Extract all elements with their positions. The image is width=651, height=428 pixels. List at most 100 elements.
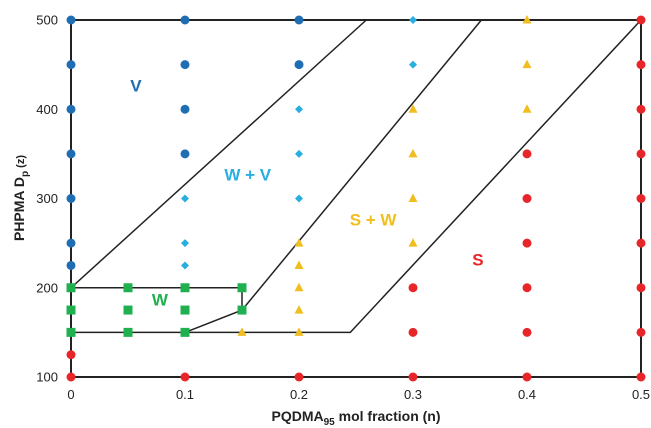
- point-s: [522, 283, 532, 293]
- point-v: [180, 149, 190, 159]
- point-splusw: [237, 327, 247, 336]
- point-w: [123, 327, 133, 337]
- point-wplusv: [295, 149, 303, 158]
- point-s: [522, 372, 532, 382]
- point-v: [180, 15, 190, 25]
- y-tick-label: 300: [36, 191, 58, 206]
- x-tick-label: 0.2: [290, 387, 308, 402]
- x-axis-title-rest: mol fraction (n): [335, 408, 441, 424]
- point-w: [180, 305, 190, 315]
- y-axis-title-main: PHPMA D: [11, 177, 27, 241]
- region-labels: V W + V S + W S W: [130, 76, 483, 309]
- point-v: [66, 104, 76, 114]
- point-s: [636, 149, 646, 159]
- point-splusw: [294, 327, 304, 336]
- point-splusw: [294, 282, 304, 292]
- point-v: [294, 15, 304, 25]
- point-v: [66, 149, 76, 159]
- y-axis-title-sub: p: [20, 171, 31, 177]
- point-splusw: [408, 104, 418, 113]
- y-axis-title-rest: (z): [15, 155, 27, 171]
- point-s: [180, 372, 190, 382]
- point-wplusv: [181, 239, 189, 248]
- point-v: [294, 60, 304, 70]
- point-s: [636, 327, 646, 337]
- region-label: V: [130, 76, 142, 95]
- x-axis-title-sub: 95: [324, 417, 336, 428]
- x-tick-label: 0.1: [176, 387, 194, 402]
- x-tick-label: 0.3: [404, 387, 422, 402]
- point-s: [636, 372, 646, 382]
- point-v: [66, 194, 76, 203]
- y-tick-label: 200: [36, 280, 58, 295]
- point-s: [522, 149, 532, 159]
- point-splusw: [408, 193, 418, 202]
- point-w: [66, 283, 76, 293]
- point-s: [636, 283, 646, 293]
- point-wplusv: [409, 60, 417, 69]
- point-w: [237, 283, 247, 293]
- point-w: [66, 305, 76, 315]
- y-tick-label: 100: [36, 370, 58, 385]
- x-axis-title: PQDMA95 mol fraction (n): [271, 408, 440, 428]
- point-wplusv: [295, 105, 303, 114]
- x-tick-label: 0.5: [632, 387, 650, 402]
- point-v: [66, 238, 76, 248]
- data-points: [66, 15, 646, 382]
- phase-boundary-line: [71, 287, 243, 334]
- y-tick-label: 500: [36, 13, 58, 28]
- point-s: [522, 238, 532, 248]
- region-label: S: [472, 250, 483, 269]
- x-tick-label: 0: [67, 387, 74, 402]
- point-w: [180, 283, 190, 293]
- region-label: W + V: [224, 166, 271, 185]
- x-tick-label: 0.4: [518, 387, 536, 402]
- point-w: [123, 305, 133, 315]
- point-splusw: [294, 238, 304, 247]
- point-splusw: [408, 148, 418, 158]
- point-s: [636, 15, 646, 25]
- region-label: S + W: [350, 210, 398, 229]
- phase-boundary-line: [70, 19, 367, 289]
- y-axis-title: PHPMA Dp (z): [11, 155, 31, 241]
- point-s: [408, 372, 418, 382]
- region-label: W: [152, 291, 169, 310]
- point-s: [636, 60, 646, 70]
- point-splusw: [522, 15, 532, 24]
- point-splusw: [522, 59, 532, 69]
- y-tick-labels: 100 200 300 400 500: [36, 13, 58, 385]
- point-v: [66, 60, 76, 70]
- phase-boundary-line: [71, 19, 642, 334]
- point-splusw: [522, 104, 532, 113]
- point-s: [636, 104, 646, 114]
- y-tick-label: 400: [36, 102, 58, 117]
- point-wplusv: [181, 261, 189, 270]
- point-splusw: [294, 260, 304, 269]
- point-s: [294, 372, 304, 382]
- point-w: [66, 327, 76, 337]
- point-v: [66, 260, 76, 270]
- point-s: [66, 372, 76, 382]
- point-wplusv: [181, 194, 189, 203]
- point-s: [522, 327, 532, 337]
- point-v: [180, 104, 190, 114]
- point-w: [123, 283, 133, 293]
- phase-boundary-line: [241, 19, 482, 311]
- point-splusw: [294, 305, 304, 314]
- point-w: [180, 327, 190, 337]
- point-s: [636, 194, 646, 203]
- x-tick-labels: 0 0.1 0.2 0.3 0.4 0.5: [67, 387, 650, 402]
- point-v: [66, 15, 76, 25]
- phase-boundaries: [70, 19, 642, 334]
- point-v: [180, 60, 190, 70]
- point-splusw: [408, 238, 418, 247]
- point-w: [237, 305, 247, 315]
- point-s: [408, 327, 418, 337]
- point-s: [522, 194, 532, 203]
- point-wplusv: [295, 194, 303, 203]
- plot-frame: [70, 19, 642, 378]
- point-s: [66, 350, 76, 360]
- point-s: [636, 238, 646, 248]
- point-s: [408, 283, 418, 293]
